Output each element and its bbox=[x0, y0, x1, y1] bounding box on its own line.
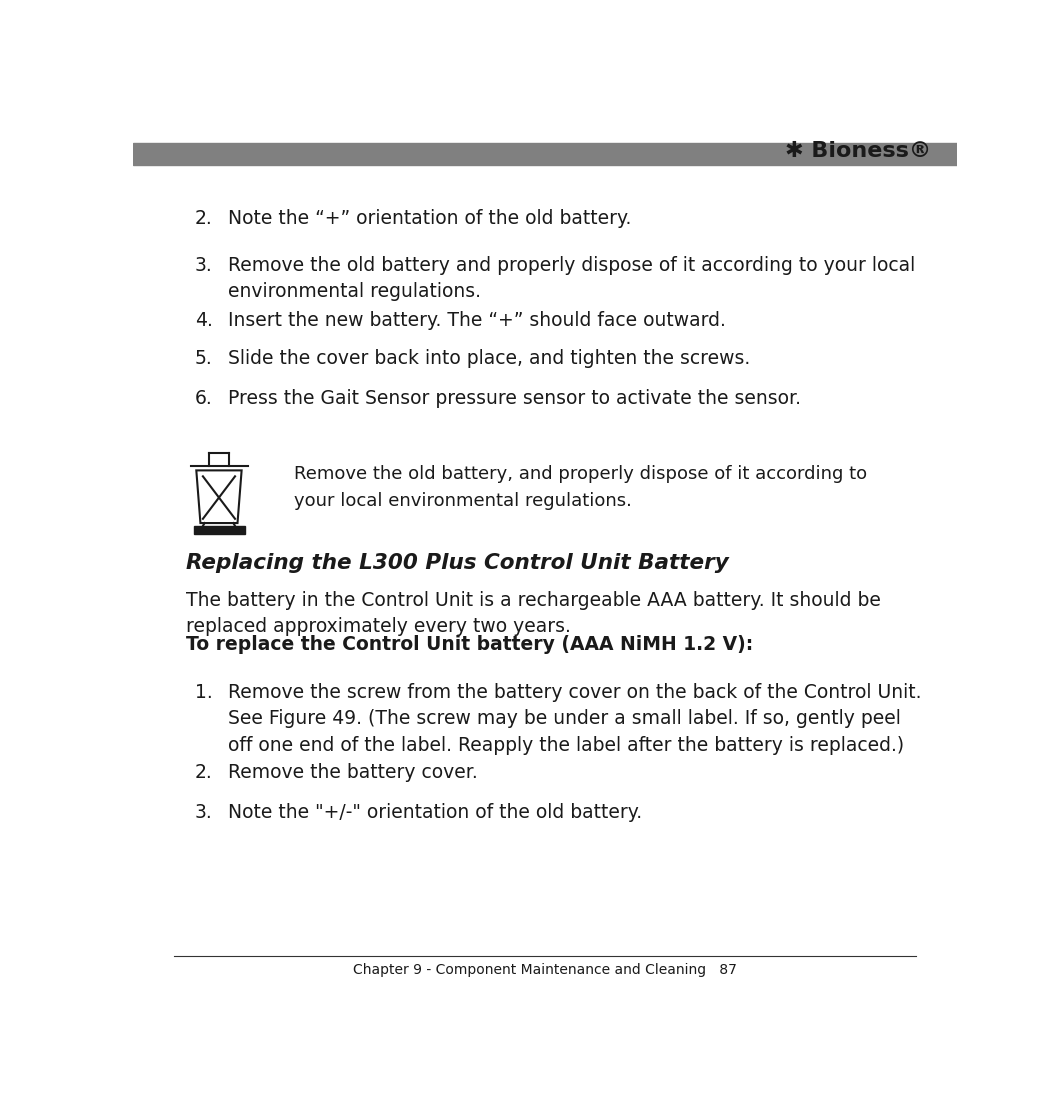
Text: Remove the battery cover.: Remove the battery cover. bbox=[227, 762, 477, 782]
Text: Slide the cover back into place, and tighten the screws.: Slide the cover back into place, and tig… bbox=[227, 349, 749, 368]
Text: To replace the Control Unit battery (AAA NiMH 1.2 V):: To replace the Control Unit battery (AAA… bbox=[186, 635, 754, 654]
Text: Note the "+/-" orientation of the old battery.: Note the "+/-" orientation of the old ba… bbox=[227, 803, 642, 823]
Text: 6.: 6. bbox=[195, 389, 213, 408]
Text: The battery in the Control Unit is a rechargeable AAA battery. It should be
repl: The battery in the Control Unit is a rec… bbox=[186, 591, 881, 636]
Text: 5.: 5. bbox=[195, 349, 213, 368]
Text: 4.: 4. bbox=[195, 311, 213, 330]
Text: Remove the old battery and properly dispose of it according to your local
enviro: Remove the old battery and properly disp… bbox=[227, 256, 915, 301]
Bar bbox=[193, 526, 244, 534]
Text: 2.: 2. bbox=[195, 762, 213, 782]
Text: Chapter 9 - Component Maintenance and Cleaning   87: Chapter 9 - Component Maintenance and Cl… bbox=[353, 963, 737, 977]
Text: Remove the screw from the battery cover on the back of the Control Unit.
See Fig: Remove the screw from the battery cover … bbox=[227, 683, 922, 754]
Text: ✱ Bioness®: ✱ Bioness® bbox=[784, 141, 931, 161]
Text: 3.: 3. bbox=[195, 256, 213, 275]
Text: Remove the old battery, and properly dispose of it according to: Remove the old battery, and properly dis… bbox=[293, 465, 866, 483]
Text: 1.: 1. bbox=[195, 683, 213, 702]
Text: Note the “+” orientation of the old battery.: Note the “+” orientation of the old batt… bbox=[227, 208, 631, 228]
Text: your local environmental regulations.: your local environmental regulations. bbox=[293, 492, 631, 510]
Text: Insert the new battery. The “+” should face outward.: Insert the new battery. The “+” should f… bbox=[227, 311, 725, 330]
Text: Replacing the L300 Plus Control Unit Battery: Replacing the L300 Plus Control Unit Bat… bbox=[186, 553, 729, 572]
Text: 3.: 3. bbox=[195, 803, 213, 823]
Bar bbox=[133, 143, 957, 164]
Text: 2.: 2. bbox=[195, 208, 213, 228]
Text: Press the Gait Sensor pressure sensor to activate the sensor.: Press the Gait Sensor pressure sensor to… bbox=[227, 389, 800, 408]
